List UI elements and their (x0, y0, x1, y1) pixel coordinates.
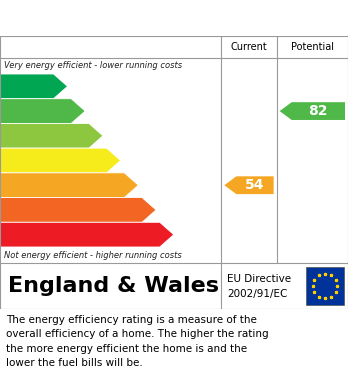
Text: D: D (106, 153, 119, 168)
Text: F: F (144, 203, 154, 217)
Polygon shape (0, 124, 103, 148)
Polygon shape (224, 176, 274, 194)
Polygon shape (0, 173, 139, 197)
Text: Current: Current (231, 42, 267, 52)
Text: Energy Efficiency Rating: Energy Efficiency Rating (9, 11, 230, 25)
Text: The energy efficiency rating is a measure of the
overall efficiency of a home. T: The energy efficiency rating is a measur… (6, 315, 269, 368)
Bar (306, 267, 344, 305)
Polygon shape (0, 148, 121, 173)
Text: 2002/91/EC: 2002/91/EC (227, 289, 288, 299)
Polygon shape (280, 102, 345, 120)
Text: England & Wales: England & Wales (8, 276, 219, 296)
Text: B: B (72, 104, 83, 118)
Text: (1-20): (1-20) (5, 230, 31, 239)
Text: (55-68): (55-68) (5, 156, 37, 165)
Polygon shape (0, 222, 174, 247)
Text: 54: 54 (245, 178, 265, 192)
Polygon shape (0, 74, 68, 99)
Text: A: A (54, 79, 65, 94)
Polygon shape (0, 197, 156, 222)
Text: Not energy efficient - higher running costs: Not energy efficient - higher running co… (4, 251, 182, 260)
Text: (21-38): (21-38) (5, 205, 37, 214)
Polygon shape (0, 99, 85, 124)
Text: Very energy efficient - lower running costs: Very energy efficient - lower running co… (4, 61, 182, 70)
Text: G: G (159, 227, 172, 242)
Text: EU Directive: EU Directive (227, 274, 292, 284)
Text: (69-80): (69-80) (5, 131, 37, 140)
Text: (92-100): (92-100) (5, 82, 42, 91)
Text: C: C (90, 128, 101, 143)
Text: 82: 82 (309, 104, 328, 118)
Text: Potential: Potential (291, 42, 334, 52)
Text: (39-54): (39-54) (5, 181, 37, 190)
Text: E: E (126, 178, 136, 193)
Text: (81-91): (81-91) (5, 107, 37, 116)
